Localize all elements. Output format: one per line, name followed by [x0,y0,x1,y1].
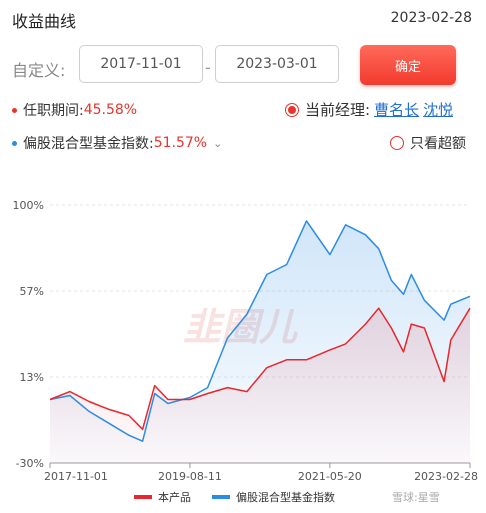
radio-selected-icon[interactable] [285,102,299,117]
y-tick-label: 100% [13,199,44,212]
end-date-input[interactable]: 2023-03-01 [215,45,339,83]
tenure-stat: 任职期间: 45.58% [12,100,137,120]
radio-unselected-icon[interactable] [390,136,404,150]
page-title: 收益曲线 [12,12,77,31]
footer-brand: 雪球:星雪 [392,491,440,504]
y-tick-label: -30% [16,457,44,470]
x-tick-label: 2021-05-20 [298,470,362,483]
chevron-down-icon[interactable]: ⌄ [213,136,223,150]
benchmark-value: 51.57% [153,135,208,151]
legend-label-product: 本产品 [158,491,191,504]
only-exceed-label: 只看超额 [410,136,466,152]
x-tick-label: 2023-02-28 [414,470,478,483]
y-tick-label: 13% [20,371,44,384]
product-dot-icon [12,107,17,113]
custom-range-label: 自定义: [12,61,66,80]
current-manager-toggle[interactable]: 当前经理: 曹名长 沈悦 [285,99,453,120]
tenure-label: 任职期间: [23,103,84,119]
confirm-button[interactable]: 确定 [360,45,456,85]
current-date: 2023-02-28 [390,10,472,26]
series-area-0 [50,308,470,463]
x-tick-label: 2019-08-11 [158,470,222,483]
legend-item-benchmark[interactable]: 偏股混合型基金指数 [212,489,335,505]
legend-item-product[interactable]: 本产品 [134,489,191,505]
manager-link-2[interactable]: 沈悦 [423,101,454,119]
benchmark-label: 偏股混合型基金指数: [23,136,154,152]
series-line-1 [49,220,471,442]
legend-label-benchmark: 偏股混合型基金指数 [236,491,335,504]
tenure-value: 45.58% [83,102,138,118]
benchmark-selector[interactable]: 偏股混合型基金指数: 51.57% ⌄ [12,133,222,153]
benchmark-swatch-icon [212,495,230,499]
start-date-input[interactable]: 2017-11-01 [79,45,203,83]
manager-link-1[interactable]: 曹名长 [374,101,420,119]
benchmark-dot-icon [12,140,17,146]
product-swatch-icon [134,495,152,499]
only-exceed-toggle[interactable]: 只看超额 [390,133,466,153]
x-tick-label: 2017-11-01 [44,470,108,483]
y-tick-label: 57% [20,285,44,298]
series-line-0 [49,307,471,431]
range-dash: - [205,58,211,77]
current-manager-label: 当前经理: [305,101,371,119]
